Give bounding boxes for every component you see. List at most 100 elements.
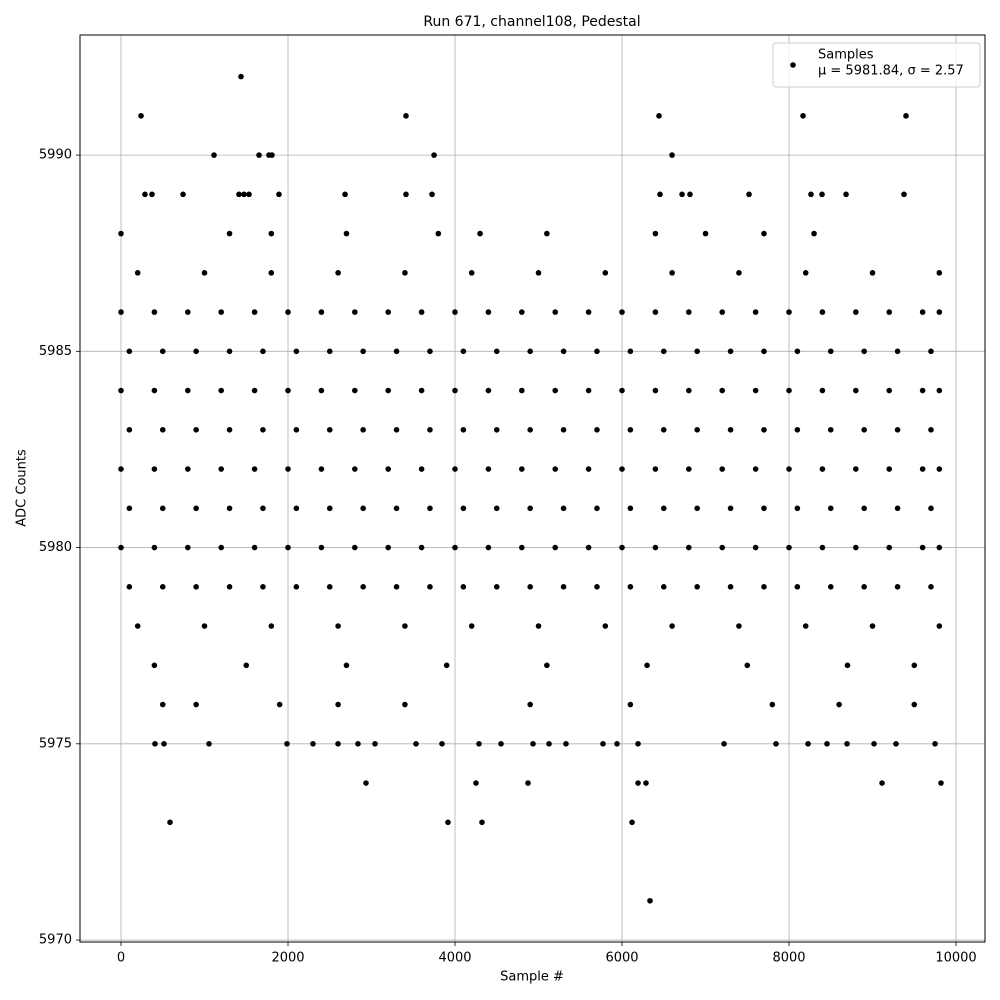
point — [660, 584, 667, 590]
point — [403, 113, 409, 119]
point — [118, 387, 124, 394]
point — [721, 741, 727, 747]
point — [827, 427, 834, 433]
point — [493, 584, 500, 590]
point — [152, 741, 158, 747]
point — [285, 309, 291, 315]
point — [335, 701, 341, 708]
point — [886, 309, 893, 315]
point — [218, 387, 225, 394]
point — [619, 544, 625, 551]
point — [151, 309, 158, 315]
point — [560, 427, 567, 433]
point — [185, 309, 191, 315]
point — [427, 584, 433, 590]
point — [138, 113, 144, 119]
point — [761, 505, 767, 512]
point — [879, 780, 885, 786]
point — [594, 348, 600, 355]
point — [552, 309, 559, 315]
point — [694, 505, 700, 512]
point — [660, 348, 667, 355]
point — [719, 544, 726, 551]
point — [836, 701, 842, 708]
point — [535, 270, 542, 276]
point — [251, 544, 258, 551]
point — [861, 348, 867, 355]
point — [435, 230, 442, 237]
point — [352, 466, 358, 472]
point — [819, 466, 826, 472]
point — [452, 466, 458, 472]
point — [886, 466, 893, 472]
point — [619, 387, 625, 394]
point — [527, 505, 533, 512]
point — [694, 584, 700, 590]
point — [268, 623, 275, 629]
point — [919, 466, 926, 472]
point — [819, 191, 825, 198]
point — [594, 427, 600, 433]
point — [427, 505, 433, 512]
point — [241, 191, 247, 198]
point — [452, 387, 458, 394]
point — [385, 309, 392, 315]
point — [752, 544, 759, 551]
point — [727, 348, 734, 355]
point — [413, 741, 419, 747]
point — [268, 270, 275, 276]
point — [687, 191, 693, 198]
point — [928, 505, 934, 512]
chart-title: Run 671, channel108, Pedestal — [423, 14, 640, 30]
point — [652, 544, 659, 551]
point — [802, 270, 809, 276]
point — [126, 427, 133, 433]
point — [527, 348, 533, 355]
point — [563, 741, 569, 747]
point — [118, 230, 124, 237]
point — [769, 701, 776, 708]
point — [485, 466, 492, 472]
point — [560, 584, 567, 590]
point — [193, 348, 199, 355]
point — [479, 819, 485, 826]
point — [159, 427, 166, 433]
point — [342, 191, 348, 198]
point — [652, 387, 659, 394]
point — [352, 387, 358, 394]
point — [928, 348, 934, 355]
point — [736, 270, 742, 276]
point — [752, 309, 759, 315]
point — [686, 544, 692, 551]
point — [811, 230, 817, 237]
point — [402, 623, 408, 629]
x-tick-label: 8000 — [772, 951, 805, 966]
point — [276, 191, 282, 198]
point — [669, 623, 675, 629]
point — [827, 348, 834, 355]
point — [431, 152, 437, 158]
point — [363, 780, 369, 786]
point — [894, 348, 901, 355]
point — [418, 466, 425, 472]
point — [824, 741, 830, 747]
point — [284, 741, 290, 747]
point — [151, 544, 158, 551]
point — [936, 623, 943, 629]
point — [871, 741, 877, 747]
y-tick-label: 5980 — [39, 540, 72, 555]
point — [161, 741, 167, 747]
point — [372, 741, 378, 747]
point — [193, 584, 199, 590]
point — [318, 309, 325, 315]
point — [560, 348, 567, 355]
point — [485, 544, 492, 551]
point — [827, 505, 834, 512]
point — [293, 427, 300, 433]
point — [527, 584, 533, 590]
point — [493, 505, 500, 512]
point — [546, 741, 552, 747]
point — [843, 191, 849, 198]
point — [193, 427, 199, 433]
